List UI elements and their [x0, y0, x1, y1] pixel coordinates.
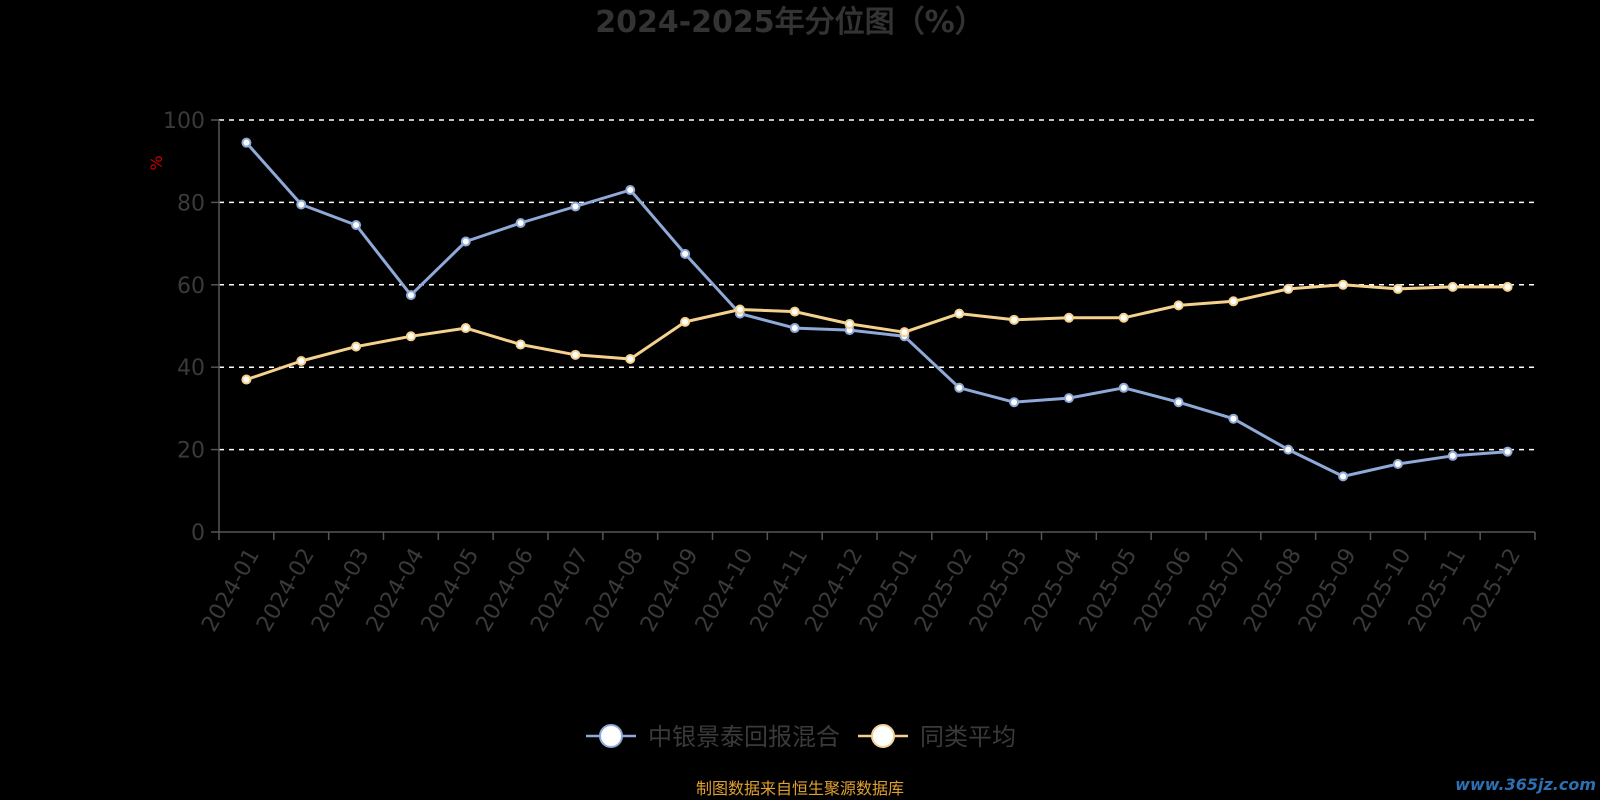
data-point[interactable] [1502, 446, 1513, 457]
data-point[interactable] [460, 236, 471, 247]
data-point[interactable] [1392, 283, 1403, 294]
series [241, 137, 1513, 482]
data-point[interactable] [296, 356, 307, 367]
legend-marker [871, 724, 895, 748]
data-point[interactable] [351, 341, 362, 352]
legend[interactable]: 中银景泰回报混合 同类平均 [586, 723, 1016, 751]
legend-item-1[interactable]: 中银景泰回报混合 [586, 723, 840, 751]
legend-marker [599, 724, 623, 748]
y-tick-label: 20 [177, 439, 205, 464]
data-point[interactable] [1009, 397, 1020, 408]
data-point[interactable] [515, 218, 526, 228]
data-point[interactable] [1447, 281, 1458, 292]
data-point[interactable] [1063, 393, 1074, 404]
y-tick-label: 80 [177, 191, 205, 216]
y-tick-labels: 0 20 40 60 80 100 [163, 109, 205, 546]
data-point[interactable] [1338, 279, 1349, 290]
data-point[interactable] [680, 316, 691, 327]
data-point[interactable] [1173, 300, 1184, 311]
y-axis-unit: % [147, 155, 166, 170]
y-tick-label: 0 [191, 521, 205, 546]
data-point[interactable] [570, 349, 581, 360]
data-point[interactable] [789, 323, 800, 334]
data-point[interactable] [734, 304, 745, 315]
data-point[interactable] [1392, 459, 1403, 470]
data-point[interactable] [1118, 312, 1129, 323]
data-point[interactable] [460, 323, 471, 334]
series-line [245, 283, 1508, 382]
series-1 [241, 137, 1513, 482]
legend-item-2[interactable]: 同类平均 [858, 723, 1016, 751]
axes [211, 119, 1536, 540]
data-point[interactable] [1063, 312, 1074, 323]
x-tick-labels: 2024-012024-022024-032024-042024-052024-… [197, 544, 1526, 636]
data-point[interactable] [1173, 397, 1184, 408]
data-point[interactable] [1283, 283, 1294, 294]
series-2 [241, 279, 1513, 385]
data-point[interactable] [899, 327, 910, 338]
data-point[interactable] [405, 290, 416, 301]
data-point[interactable] [1502, 281, 1513, 292]
data-point[interactable] [1283, 444, 1294, 455]
y-tick-label: 100 [163, 109, 205, 134]
data-point[interactable] [1338, 471, 1349, 482]
legend-label: 中银景泰回报混合 [648, 723, 840, 751]
y-tick-label: 60 [177, 274, 205, 299]
series-line [245, 141, 1508, 478]
data-point[interactable] [1447, 450, 1458, 461]
data-point[interactable] [1228, 296, 1239, 307]
data-point[interactable] [954, 382, 965, 393]
legend-label: 同类平均 [920, 723, 1016, 751]
data-source-note: 制图数据来自恒生聚源数据库 [696, 779, 904, 798]
data-point[interactable] [351, 220, 362, 231]
watermark: www.365jz.com [1455, 775, 1596, 794]
data-point[interactable] [625, 353, 636, 364]
data-point[interactable] [844, 318, 855, 329]
data-point[interactable] [1228, 413, 1239, 424]
data-point[interactable] [1118, 382, 1129, 393]
data-point[interactable] [241, 374, 252, 385]
data-point[interactable] [625, 185, 636, 196]
data-point[interactable] [680, 248, 691, 259]
data-point[interactable] [570, 201, 581, 212]
data-point[interactable] [296, 199, 307, 210]
data-point[interactable] [241, 137, 252, 148]
data-point[interactable] [954, 308, 965, 319]
chart-title: 2024-2025年分位图（%） [595, 5, 985, 40]
data-point[interactable] [789, 306, 800, 317]
y-tick-label: 40 [177, 356, 205, 381]
data-point[interactable] [405, 331, 416, 342]
data-point[interactable] [515, 339, 526, 350]
data-point[interactable] [1009, 314, 1020, 325]
